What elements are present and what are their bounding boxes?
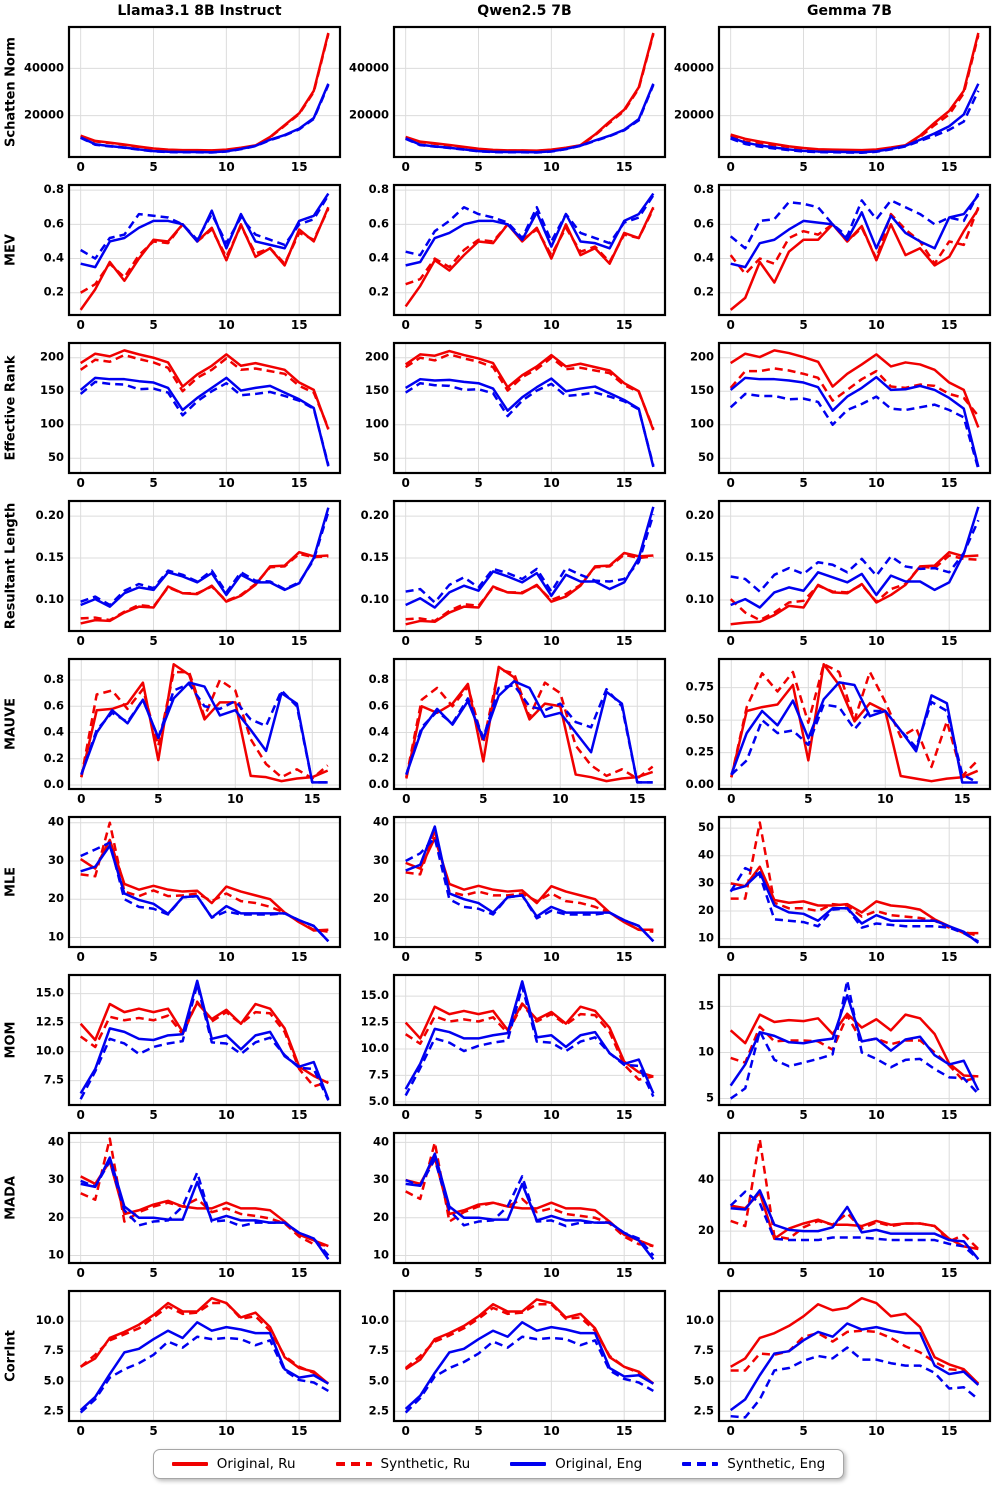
row-label-cell: MOM (0, 970, 22, 1128)
chart-panel-schatten-norm-llama3-1-8b-instruct (22, 22, 347, 180)
legend-item-original-eng: Original, Eng (510, 1456, 642, 1472)
chart-row-effective-rank: Effective Rank (0, 338, 997, 496)
chart-panel-mle-qwen2-5-7b (347, 812, 672, 970)
chart-panel-corrint-llama3-1-8b-instruct (22, 1286, 347, 1444)
chart-panel-mom-qwen2-5-7b (347, 970, 672, 1128)
chart-row-mle: MLE (0, 812, 997, 970)
chart-panel-mev-qwen2-5-7b (347, 180, 672, 338)
row-label-mev: MEV (3, 233, 19, 266)
chart-panel-mev-gemma-7b (672, 180, 997, 338)
chart-panel-corrint-qwen2-5-7b (347, 1286, 672, 1444)
chart-row-corrint: CorrInt (0, 1286, 997, 1444)
chart-panel-mauve-gemma-7b (672, 654, 997, 812)
column-titles: Llama3.1 8B Instruct Qwen2.5 7B Gemma 7B (0, 0, 997, 22)
chart-panel-effective-rank-gemma-7b (672, 338, 997, 496)
chart-panel-mauve-llama3-1-8b-instruct (22, 654, 347, 812)
chart-panel-mada-llama3-1-8b-instruct (22, 1128, 347, 1286)
legend-item-synthetic-ru: Synthetic, Ru (335, 1456, 471, 1472)
row-label-cell: MEV (0, 180, 22, 338)
chart-panel-mada-qwen2-5-7b (347, 1128, 672, 1286)
row-label-cell: MAUVE (0, 654, 22, 812)
legend-box: Original, Ru Synthetic, Ru Original, Eng Sy… (152, 1449, 845, 1479)
chart-panel-resultant-length-qwen2-5-7b (347, 496, 672, 654)
chart-row-mom: MOM (0, 970, 997, 1128)
row-label-effective-rank: Effective Rank (3, 354, 19, 461)
chart-panel-mle-llama3-1-8b-instruct (22, 812, 347, 970)
row-label-cell: Resultant Length (0, 496, 22, 654)
column-title-qwen2-5-7b: Qwen2.5 7B (477, 3, 572, 19)
row-label-schatten-norm: Schatten Norm (3, 36, 19, 147)
row-label-mada: MADA (3, 1175, 19, 1220)
chart-panel-resultant-length-llama3-1-8b-instruct (22, 496, 347, 654)
column-title-gemma-7b: Gemma 7B (807, 3, 892, 19)
row-label-cell: MADA (0, 1128, 22, 1286)
legend-item-original-ru: Original, Ru (171, 1456, 296, 1472)
legend-dashed-line-swatch (682, 1462, 719, 1466)
chart-row-mauve: MAUVE (0, 654, 997, 812)
chart-panel-resultant-length-gemma-7b (672, 496, 997, 654)
chart-panel-mev-llama3-1-8b-instruct (22, 180, 347, 338)
chart-panel-effective-rank-qwen2-5-7b (347, 338, 672, 496)
row-label-mom: MOM (3, 1021, 19, 1058)
legend-solid-line-swatch (510, 1462, 547, 1466)
row-label-mle: MLE (3, 866, 19, 897)
legend-label: Synthetic, Ru (380, 1456, 471, 1472)
chart-panel-schatten-norm-qwen2-5-7b (347, 22, 672, 180)
chart-row-mev: MEV (0, 180, 997, 338)
row-label-cell: CorrInt (0, 1286, 22, 1444)
chart-grid: Schatten Norm MEV Effective Rank Resultant … (0, 22, 997, 1444)
legend-label: Original, Eng (555, 1456, 643, 1472)
legend-label: Synthetic, Eng (727, 1456, 826, 1472)
chart-panel-schatten-norm-gemma-7b (672, 22, 997, 180)
chart-row-schatten-norm: Schatten Norm (0, 22, 997, 180)
chart-panel-mle-gemma-7b (672, 812, 997, 970)
row-label-corrint: CorrInt (3, 1329, 19, 1382)
row-label-cell: Schatten Norm (0, 22, 22, 180)
row-label-cell: MLE (0, 812, 22, 970)
legend-item-synthetic-eng: Synthetic, Eng (682, 1456, 825, 1472)
chart-panel-corrint-gemma-7b (672, 1286, 997, 1444)
chart-row-resultant-length: Resultant Length (0, 496, 997, 654)
row-label-cell: Effective Rank (0, 338, 22, 496)
legend: Original, Ru Synthetic, Ru Original, Eng Sy… (0, 1449, 997, 1479)
chart-panel-mauve-qwen2-5-7b (347, 654, 672, 812)
row-label-resultant-length: Resultant Length (3, 502, 19, 629)
chart-panel-mom-llama3-1-8b-instruct (22, 970, 347, 1128)
chart-panel-mada-gemma-7b (672, 1128, 997, 1286)
legend-dashed-line-swatch (335, 1462, 372, 1466)
row-label-mauve: MAUVE (3, 697, 19, 750)
chart-panel-effective-rank-llama3-1-8b-instruct (22, 338, 347, 496)
column-title-llama3-1-8b-instruct: Llama3.1 8B Instruct (117, 3, 282, 19)
chart-panel-mom-gemma-7b (672, 970, 997, 1128)
legend-label: Original, Ru (216, 1456, 296, 1472)
legend-solid-line-swatch (171, 1462, 208, 1466)
chart-row-mada: MADA (0, 1128, 997, 1286)
